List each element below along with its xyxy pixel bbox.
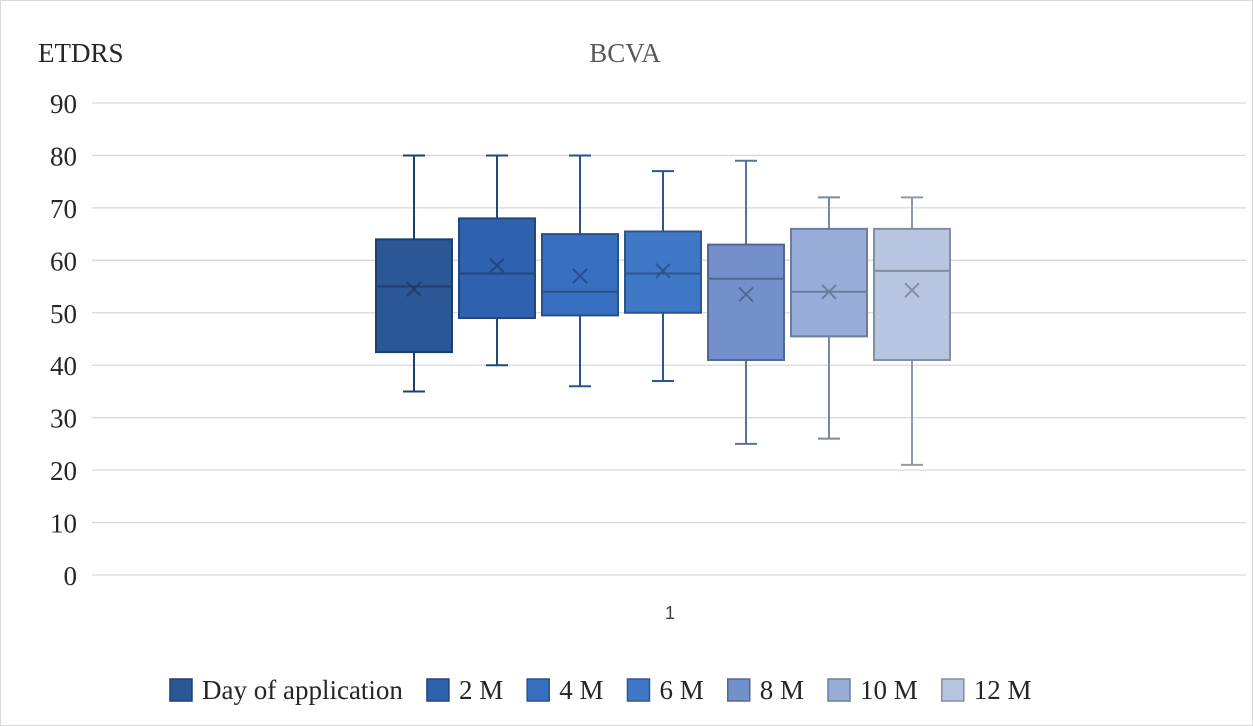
legend-swatch	[726, 678, 751, 702]
legend-label: 4 M	[559, 675, 603, 705]
y-axis-unit-label: ETDRS	[38, 38, 124, 68]
legend-item: 12 M	[941, 675, 1032, 705]
legend-label: 6 M	[659, 675, 703, 705]
mean-marker	[572, 268, 588, 284]
y-tick-label: 10	[50, 509, 77, 539]
legend-item: 10 M	[827, 675, 918, 705]
legend-swatch	[626, 678, 651, 702]
y-tick-label: 70	[50, 194, 77, 224]
legend-swatch	[426, 678, 450, 702]
y-tick-label: 30	[50, 404, 77, 434]
legend-item: 4 M	[526, 675, 603, 705]
gridlines	[92, 102, 1246, 576]
box-1	[375, 154, 453, 393]
legend-swatch	[526, 678, 550, 702]
legend-swatch	[941, 678, 965, 702]
legend-item: Day of application	[169, 675, 403, 705]
mean-marker	[821, 284, 837, 300]
box-4	[624, 170, 702, 382]
box-6	[790, 196, 868, 440]
y-tick-label: 80	[50, 141, 77, 171]
y-tick-label: 90	[50, 89, 77, 119]
x-axis-categories: 1	[665, 603, 675, 623]
legend-swatch	[827, 678, 851, 702]
mean-marker	[738, 286, 754, 303]
box-5	[707, 159, 785, 445]
y-tick-label: 20	[50, 456, 77, 486]
legend-label: 2 M	[459, 675, 503, 705]
legend-swatch	[169, 678, 193, 702]
box-3	[541, 154, 619, 388]
box-7	[873, 196, 951, 466]
y-axis-ticks: 0 10 20 30 40 50 60 70 80 90	[50, 89, 77, 591]
y-tick-label: 50	[50, 299, 77, 329]
legend-item: 8 M	[726, 675, 804, 705]
x-category-label: 1	[665, 603, 675, 623]
iqr-box	[873, 227, 951, 361]
iqr-box	[707, 243, 785, 361]
legend-label: 10 M	[860, 675, 918, 705]
iqr-box	[790, 227, 868, 338]
legend-item: 6 M	[626, 675, 704, 705]
mean-marker	[904, 282, 920, 298]
iqr-box	[458, 217, 536, 320]
box-2	[458, 154, 536, 367]
y-tick-label: 40	[50, 351, 77, 381]
y-tick-label: 60	[50, 246, 77, 276]
legend-item: 2 M	[426, 675, 503, 705]
legend: Day of application 2 M 4 M 6 M 8 M 10 M 12 M	[169, 675, 1032, 705]
legend-label: 12 M	[974, 675, 1032, 705]
legend-label: Day of application	[202, 675, 403, 705]
legend-label: 8 M	[760, 675, 804, 705]
chart-title: BCVA	[589, 38, 661, 68]
box-series	[375, 154, 951, 466]
y-tick-label: 0	[64, 561, 78, 591]
mean-marker	[406, 281, 422, 297]
mean-marker	[489, 257, 505, 274]
iqr-box	[375, 238, 453, 354]
mean-marker	[655, 263, 671, 279]
